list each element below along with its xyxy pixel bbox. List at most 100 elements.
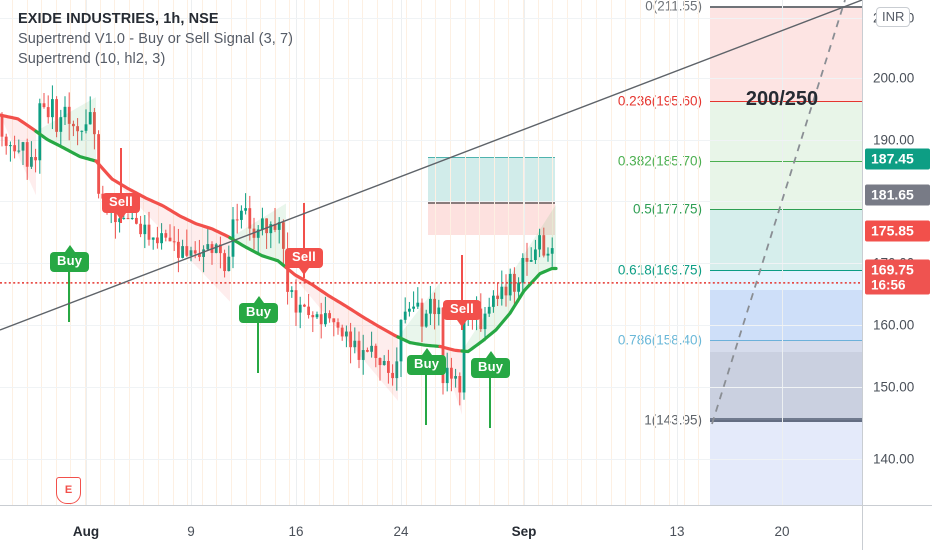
vertical-gridline bbox=[231, 0, 232, 505]
signal-badge-buy-3[interactable]: Buy bbox=[239, 296, 279, 323]
last-price-badge[interactable]: 169.75 16:56 bbox=[865, 259, 930, 295]
fib-label-1[interactable]: 1(143.95) bbox=[644, 412, 702, 428]
vertical-gridline bbox=[275, 0, 276, 505]
supertrend-line bbox=[460, 266, 558, 354]
vertical-gridline bbox=[406, 0, 407, 505]
price-tick: 190.00 bbox=[873, 132, 915, 148]
time-axis[interactable]: Aug 9 16 24 Sep 13 20 bbox=[0, 505, 932, 550]
projection-grey-band bbox=[710, 352, 862, 420]
supertrend-line bbox=[94, 159, 232, 240]
currency-badge[interactable]: INR bbox=[876, 7, 911, 27]
fib-line-0.236[interactable] bbox=[710, 101, 862, 102]
vertical-gridline-major bbox=[677, 0, 678, 505]
vertical-gridline bbox=[158, 0, 159, 505]
horizontal-gridline bbox=[0, 459, 862, 460]
price-badge-value: 181.65 bbox=[871, 186, 914, 203]
price-badge-time: 16:56 bbox=[871, 277, 906, 293]
fib-line-0[interactable] bbox=[710, 6, 862, 8]
vertical-gridline bbox=[596, 0, 597, 505]
fib-line-0.382[interactable] bbox=[710, 161, 862, 162]
supertrend-line bbox=[438, 344, 464, 353]
price-badge-value: 169.75 bbox=[871, 261, 914, 278]
vertical-gridline bbox=[100, 0, 101, 505]
fib-zone-0.236 bbox=[710, 101, 862, 161]
supertrend-line bbox=[228, 236, 288, 270]
chart-plot-area[interactable]: 0(211.55) 0.236(195.60) 0.382(185.70) 0.5(1… bbox=[0, 0, 862, 505]
vertical-gridline bbox=[333, 0, 334, 505]
price-axis[interactable]: INR 210.00200.00190.00180.00170.00160.00… bbox=[862, 0, 932, 505]
vertical-gridline bbox=[494, 0, 495, 505]
chart-canvas bbox=[0, 0, 862, 428]
vertical-gridline bbox=[654, 0, 655, 505]
vertical-gridline bbox=[625, 0, 626, 505]
fib-zone-0.786 bbox=[710, 340, 862, 420]
vertical-gridline bbox=[392, 0, 393, 505]
vertical-gridline bbox=[450, 0, 451, 505]
logo-letter: E bbox=[64, 484, 73, 496]
vertical-gridline bbox=[143, 0, 144, 505]
vertical-gridline bbox=[611, 0, 612, 505]
price-badge-value: 175.85 bbox=[871, 222, 914, 239]
signal-badge-buy-6[interactable]: Buy bbox=[471, 351, 511, 378]
fib-label-0.618[interactable]: 0.618(169.75) bbox=[617, 262, 702, 278]
horizontal-gridline bbox=[0, 140, 862, 141]
supertrend-line bbox=[34, 129, 98, 163]
vertical-gridline bbox=[465, 0, 466, 505]
time-tick: 16 bbox=[288, 524, 304, 539]
price-tick: 150.00 bbox=[873, 379, 915, 395]
time-tick: 13 bbox=[669, 524, 685, 539]
vertical-gridline bbox=[377, 0, 378, 505]
horizontal-gridline bbox=[0, 325, 862, 326]
price-tick: 140.00 bbox=[873, 451, 915, 467]
fib-line-0.618[interactable] bbox=[710, 270, 862, 271]
horizontal-gridline bbox=[0, 263, 862, 264]
target-price-annotation[interactable]: 200/250 bbox=[745, 88, 819, 110]
signal-badge-sell-5[interactable]: Sell bbox=[443, 300, 481, 327]
horizontal-gridline bbox=[0, 18, 862, 19]
fib-line-0.786[interactable] bbox=[710, 340, 862, 341]
trendline-solid bbox=[0, 0, 862, 331]
vertical-gridline bbox=[684, 0, 685, 505]
vertical-gridline-major bbox=[524, 0, 525, 505]
long-position-tool[interactable] bbox=[428, 157, 555, 235]
time-tick: Sep bbox=[511, 524, 537, 539]
vertical-gridline bbox=[523, 0, 524, 505]
position-profit-zone bbox=[428, 157, 555, 202]
vertical-gridline bbox=[27, 0, 28, 505]
vertical-gridline bbox=[698, 0, 699, 505]
position-loss-zone bbox=[428, 202, 555, 235]
trendline-dashed bbox=[711, 0, 846, 425]
vertical-gridline bbox=[567, 0, 568, 505]
fib-label-0.236[interactable]: 0.236(195.60) bbox=[617, 93, 702, 109]
signal-badge-buy-0[interactable]: Buy bbox=[50, 245, 90, 272]
price-tick: 200.00 bbox=[873, 70, 915, 86]
fib-label-0.786[interactable]: 0.786(158.40) bbox=[617, 332, 702, 348]
fib-zone-0 bbox=[710, 6, 862, 101]
vertical-gridline bbox=[640, 0, 641, 505]
supertrend-line bbox=[396, 335, 442, 349]
vertical-gridline bbox=[362, 0, 363, 505]
vertical-gridline bbox=[114, 0, 115, 505]
signal-badge-sell-2[interactable]: Sell bbox=[285, 248, 323, 275]
supertrend-upper-badge[interactable]: 187.45 bbox=[865, 148, 930, 170]
supertrend-line bbox=[284, 265, 400, 339]
ema-badge[interactable]: 181.65 bbox=[865, 184, 930, 206]
time-tick: 9 bbox=[187, 524, 195, 539]
fib-line-1[interactable] bbox=[710, 420, 862, 422]
fib-line-0.5[interactable] bbox=[710, 209, 862, 210]
fib-zone-0.5 bbox=[710, 209, 862, 270]
vertical-gridline bbox=[479, 0, 480, 505]
supertrend-line bbox=[0, 113, 38, 133]
axis-divider bbox=[862, 506, 863, 550]
supertrend-lower-badge[interactable]: 175.85 bbox=[865, 220, 930, 242]
vertical-gridline bbox=[173, 0, 174, 505]
signal-badge-sell-1[interactable]: Sell bbox=[102, 193, 140, 220]
horizontal-gridline bbox=[0, 201, 862, 202]
fib-label-0.382[interactable]: 0.382(185.70) bbox=[617, 153, 702, 169]
horizontal-gridline bbox=[0, 387, 862, 388]
fib-label-0[interactable]: 0(211.55) bbox=[645, 0, 702, 14]
price-tick: 160.00 bbox=[873, 317, 915, 333]
signal-badge-buy-4[interactable]: Buy bbox=[407, 348, 447, 375]
time-tick: 20 bbox=[774, 524, 790, 539]
